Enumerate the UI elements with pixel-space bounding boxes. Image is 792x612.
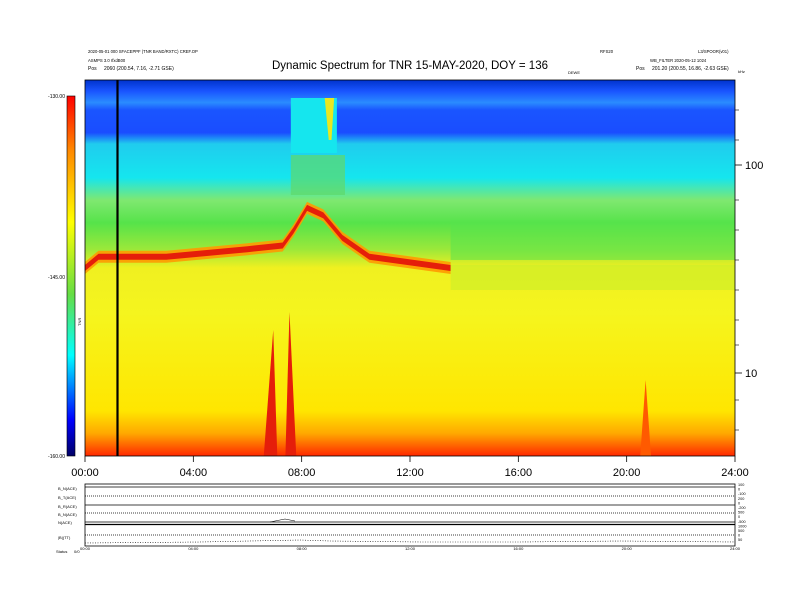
header-right-line1b: L3/SPOOR(v01) [698,49,729,54]
chart-title: Dynamic Spectrum for TNR 15-MAY-2020, DO… [272,60,548,72]
lower-left-label: B_T(ACE) [58,495,77,500]
spike-1 [263,330,278,456]
ridge-core [85,204,451,271]
solar-wind-panel: B_N(ACE) B_T(ACE) B_R(ACE) B_N(ACE) N(ACE) |B… [56,483,746,554]
lower-right-label: 100 [738,483,744,487]
header-right-line2: WB_FILTER 2020-05-12 1024 [650,58,707,63]
lower-footer-left: Status [56,549,67,554]
lower-footer-code: 0/0 [74,549,80,554]
x-tick-label: 04:00 [180,467,208,479]
lower-left-label: B_N(ACE) [58,512,77,517]
header-right-pos-value: 201.20 (200.55, 16.86, -2.63 GSE) [652,66,729,72]
lower-x-tick-label: 16:00 [513,546,524,551]
lower-right-label: -500 [738,520,746,524]
burst-yellow [324,98,335,140]
lower-right-label: 200 [738,497,744,501]
y-tick-label-100: 100 [745,160,763,172]
bulge-green [290,155,345,195]
colorbar [66,95,76,457]
late-yellowgreen-band [450,265,735,290]
header-left-line2: ASMPS 3.0 rfxdB00 [88,58,126,63]
colorbar-top-label: -130.00 [48,94,65,100]
lower-panel-frame [84,483,736,547]
spike-2 [285,312,297,456]
lower-right-label: 50 [738,538,742,542]
lower-x-tick-label: 20:00 [622,546,633,551]
lower-right-label: 500 [738,529,744,533]
x-tick-label: 12:00 [396,467,424,479]
late-green-band [450,220,735,260]
lower-x-tick-label: 04:00 [188,546,199,551]
lower-left-label: N(ACE) [58,520,72,525]
lower-left-label: |B|(TT) [58,535,71,540]
colorbar-side-label: TNR [77,318,82,326]
spectrum-plot [84,79,736,457]
header-left-pos-label: Pos [88,66,97,72]
lower-right-label: -100 [738,492,746,496]
lower-right-label: 0 [738,488,740,492]
lower-right-label: -200 [738,506,746,510]
lower-x-tick-label: 24:00 [730,546,741,551]
header-right-pos-label: Pos [636,66,645,72]
y-tick-label-10: 10 [745,368,757,380]
lower-x-tick-label: 12:00 [405,546,416,551]
lower-left-label: B_N(ACE) [58,486,77,491]
x-tick-label: 24:00 [721,467,749,479]
header-left-line1: 2020-05-01 000 SFACEPPF (TNR BAND/RXTC) … [88,49,198,54]
lower-right-label: 0 [738,501,740,505]
colorbar-bottom-label: -160.00 [48,454,65,460]
colorbar-mid-label: -145.00 [48,275,65,281]
lower-left-label: B_R(ACE) [58,504,77,509]
x-tick-label: 16:00 [505,467,533,479]
y-axis-unit-label: kHz [738,69,745,74]
lower-x-tick-label: 00:00 [80,546,91,551]
spike-3 [640,380,652,456]
lower-right-label: 0 [738,534,740,538]
lower-right-label: 500 [738,511,744,515]
x-tick-label: 08:00 [288,467,316,479]
lower-x-tick-label: 08:00 [297,546,308,551]
header-left-pos-value: 2060 (200.54, 7.16, -2.71 GSE) [104,66,174,72]
lower-bottom-trace [84,539,736,544]
header-center-small: DEWE [568,70,580,75]
lower-right-label: 0 [738,515,740,519]
lower-event-trace [269,518,296,523]
lower-right-label: 1000 [738,524,746,528]
header-right-line1a: RFS20 [600,49,614,54]
x-tick-label: 00:00 [71,467,99,479]
x-tick-label: 20:00 [613,467,641,479]
